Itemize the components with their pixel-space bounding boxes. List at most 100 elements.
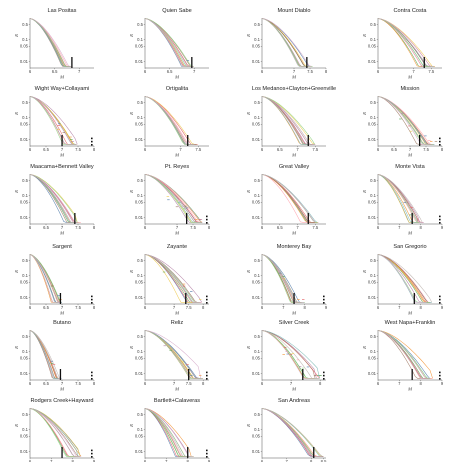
panel-2: Quien Sabe 0.5 0.1 0.05 0.01 R 6 6.5 7 M xyxy=(129,8,209,80)
series-line xyxy=(29,408,82,457)
x-axis-label: M xyxy=(59,311,65,316)
panel-title: Sargent xyxy=(52,244,72,250)
x-tick-label: 6 xyxy=(261,459,264,462)
series-line xyxy=(377,174,424,223)
series-line xyxy=(261,408,323,457)
y-tick-label: 0.5 xyxy=(137,334,143,339)
max-magnitude-bar xyxy=(59,293,62,304)
y-axis-label: R xyxy=(129,270,134,274)
marker-dot xyxy=(439,218,441,221)
series-line xyxy=(144,330,204,379)
series-line xyxy=(377,96,432,145)
y-axis-label: R xyxy=(246,34,251,38)
x-tick-label: 6 xyxy=(144,305,147,310)
x-tick-label: 6 xyxy=(144,69,147,74)
y-tick-label: 0.1 xyxy=(22,349,28,354)
series-line xyxy=(144,408,194,457)
y-tick-label: 0.5 xyxy=(22,178,28,183)
y-tick-label: 0.1 xyxy=(22,427,28,432)
x-tick-label: 7 xyxy=(61,305,64,310)
series-line xyxy=(377,330,430,379)
marker-dot xyxy=(323,374,325,377)
series-line xyxy=(29,254,61,303)
series-line xyxy=(29,174,80,223)
y-axis-label: R xyxy=(14,112,19,116)
max-magnitude-bar xyxy=(74,213,76,224)
series-line xyxy=(144,174,203,223)
y-tick-label: 0.05 xyxy=(368,200,377,205)
marker-dot xyxy=(206,374,208,377)
x-tick-label: 7.5 xyxy=(75,381,81,386)
series-line xyxy=(377,330,432,379)
y-axis-label: R xyxy=(14,34,19,38)
marker-dot xyxy=(206,218,208,221)
marker-dot xyxy=(91,378,93,380)
x-tick-label: 6 xyxy=(261,225,264,230)
y-tick-label: 0.05 xyxy=(20,356,29,361)
y-tick-label: 0.05 xyxy=(135,200,144,205)
series-line xyxy=(144,330,198,379)
x-tick-label: 6 xyxy=(29,147,32,152)
y-tick-label: 0.05 xyxy=(252,356,261,361)
x-tick-label: 6.5 xyxy=(43,305,49,310)
y-tick-label: 0.1 xyxy=(370,37,376,42)
panel-title: Las Positas xyxy=(48,8,77,14)
x-tick-label: 7.5 xyxy=(307,69,313,74)
marker-dot xyxy=(206,449,208,452)
series-line xyxy=(29,18,70,67)
y-tick-label: 0.05 xyxy=(20,280,29,285)
marker-dot xyxy=(206,378,208,380)
series-line xyxy=(261,174,315,223)
y-tick-label: 0.01 xyxy=(135,137,144,142)
y-tick-label: 0.05 xyxy=(135,44,144,49)
series-line xyxy=(261,330,316,379)
marker-dot xyxy=(439,371,441,374)
x-tick-label: 9 xyxy=(208,459,211,462)
marker-dot xyxy=(439,378,441,380)
series-line xyxy=(144,96,193,145)
series-line xyxy=(377,96,433,145)
series-line xyxy=(377,254,430,303)
marker-dot xyxy=(439,144,441,146)
series-line xyxy=(144,174,202,223)
marker-dot xyxy=(439,140,441,143)
max-magnitude-bar xyxy=(293,293,295,304)
series-line xyxy=(261,174,317,223)
panel-title: Monte Vista xyxy=(395,164,425,170)
x-tick-label: 6.5 xyxy=(277,147,283,152)
y-axis-label: R xyxy=(14,346,19,350)
series-line xyxy=(144,174,199,223)
marker-dot xyxy=(323,302,325,304)
y-tick-label: 0.1 xyxy=(22,115,28,120)
y-tick-label: 0.05 xyxy=(20,122,29,127)
x-axis-label: M xyxy=(174,75,180,80)
y-tick-label: 0.1 xyxy=(370,115,376,120)
x-tick-label: 7 xyxy=(293,69,296,74)
series-line xyxy=(144,96,195,145)
marker-dot xyxy=(323,371,325,374)
x-tick-label: 8 xyxy=(208,225,211,230)
x-axis-label: M xyxy=(291,75,297,80)
x-tick-label: 6 xyxy=(29,225,32,230)
max-magnitude-bar xyxy=(307,135,309,146)
y-tick-label: 0.05 xyxy=(252,122,261,127)
x-tick-label: 7.5 xyxy=(75,305,81,310)
series-line xyxy=(29,330,59,379)
panel-title: Mission xyxy=(401,86,420,92)
series-line xyxy=(29,174,76,223)
x-tick-label: 7 xyxy=(78,69,81,74)
max-magnitude-bar xyxy=(307,213,309,224)
series-line xyxy=(144,254,201,303)
x-tick-label: 7 xyxy=(282,305,285,310)
x-tick-label: 6 xyxy=(29,381,32,386)
y-tick-label: 0.1 xyxy=(22,193,28,198)
y-tick-label: 0.01 xyxy=(20,371,29,376)
x-tick-label: 8 xyxy=(71,459,74,462)
series-line xyxy=(29,254,61,303)
y-tick-label: 0.5 xyxy=(370,100,376,105)
y-tick-label: 0.5 xyxy=(370,334,376,339)
x-tick-label: 8 xyxy=(325,69,328,74)
series-line xyxy=(29,18,71,67)
y-tick-label: 0.05 xyxy=(368,280,377,285)
